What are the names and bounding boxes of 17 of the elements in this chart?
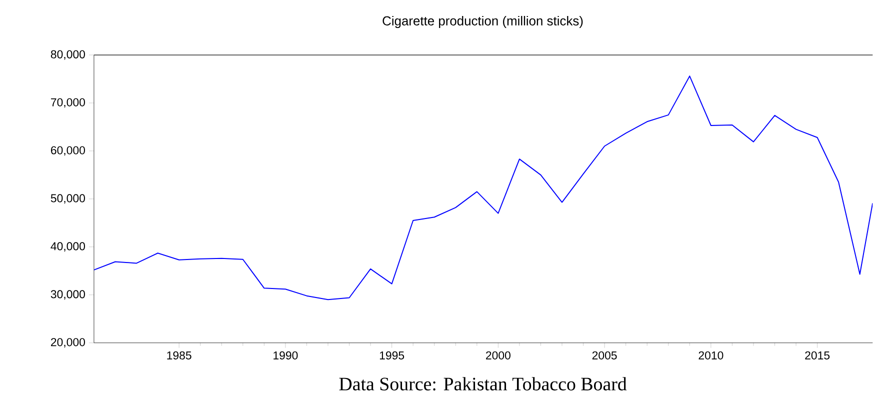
x-tick-label: 1990 <box>274 351 298 360</box>
x-tick-label: 2005 <box>592 351 617 360</box>
source-note: Data Source: Pakistan Tobacco Board <box>339 377 627 391</box>
y-tick-label: 50,000 <box>50 194 85 204</box>
x-tick-label: 1985 <box>167 351 192 360</box>
x-tick-label: 1995 <box>380 351 404 360</box>
x-tick-label: 2015 <box>805 351 830 360</box>
x-tick-label: 2010 <box>698 351 724 360</box>
line-series <box>94 76 873 300</box>
y-tick-label: 80,000 <box>50 50 85 60</box>
chart-title: Cigarette production (million sticks) <box>382 16 583 28</box>
y-tick-label: 60,000 <box>51 146 85 156</box>
y-tick-label: 30,000 <box>50 290 85 300</box>
y-tick-label: 70,000 <box>51 98 85 108</box>
y-tick-label: 40,000 <box>50 242 85 252</box>
y-tick-label: 20,000 <box>51 338 85 348</box>
x-tick-label: 2000 <box>486 351 510 360</box>
